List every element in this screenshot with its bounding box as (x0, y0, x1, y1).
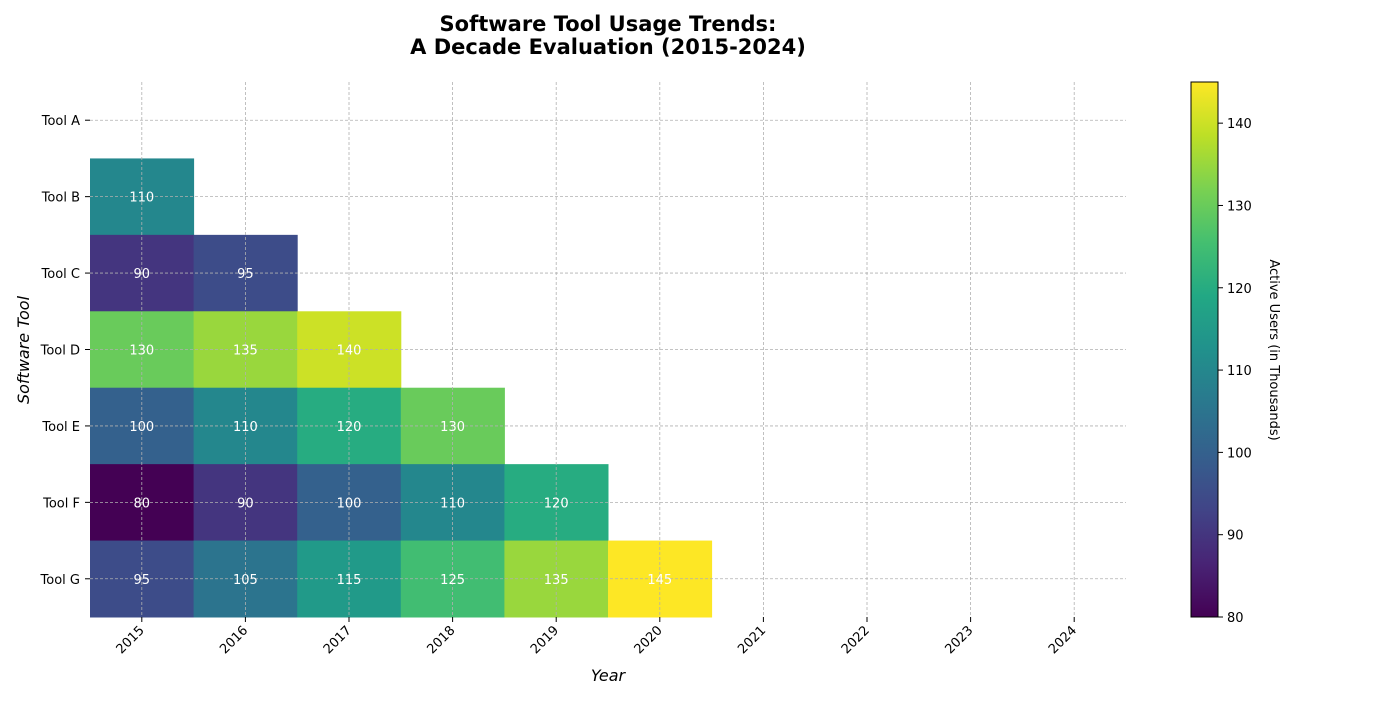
colorbar: 80 90 100 110 120 130 140 (1190, 81, 1252, 626)
grid-lines (90, 82, 1126, 617)
y-tick-label: Tool C (41, 267, 80, 282)
cell-value-label: 135 (544, 573, 569, 588)
cell-value-label: 90 (134, 267, 151, 282)
colorbar-tick-label: 130 (1227, 199, 1252, 214)
x-tick-label: 2016 (217, 623, 251, 657)
cell-value-label: 115 (337, 573, 362, 588)
x-tick-label: 2021 (735, 623, 769, 657)
colorbar-gradient (1190, 81, 1219, 618)
heatmap-cells (90, 158, 713, 618)
chart-title: Software Tool Usage Trends: A Decade Eva… (410, 12, 806, 59)
colorbar-label: Active Users (in Thousands) (1266, 259, 1281, 440)
cell-value-label: 145 (647, 573, 672, 588)
colorbar-tick-label: 140 (1227, 117, 1252, 132)
x-axis-label: Year (591, 666, 627, 685)
heatmap-cell (297, 387, 402, 465)
y-tick-label: Tool D (40, 344, 80, 359)
x-tick-label: 2015 (114, 623, 148, 657)
colorbar-tick-label: 110 (1227, 364, 1252, 379)
cell-value-label: 105 (233, 573, 258, 588)
colorbar-tick-label: 120 (1227, 282, 1252, 297)
cell-value-label: 135 (233, 344, 258, 359)
y-axis-label: Software Tool (14, 295, 33, 404)
colorbar-tick-label: 90 (1227, 529, 1244, 544)
cell-value-label: 90 (237, 496, 254, 511)
chart-title-line-1: Software Tool Usage Trends: (440, 12, 777, 36)
cell-value-label: 95 (237, 267, 254, 282)
y-tick-label: Tool E (41, 420, 80, 435)
cell-value-label: 130 (440, 420, 465, 435)
cell-value-label: 120 (544, 496, 569, 511)
cell-value-label: 95 (134, 573, 151, 588)
y-axis: Tool A Tool B Tool C Tool D Tool E Tool F Tool… (40, 114, 90, 588)
cell-value-label: 110 (233, 420, 258, 435)
x-tick-label: 2018 (424, 623, 458, 657)
x-tick-label: 2019 (528, 623, 562, 657)
cell-value-label: 125 (440, 573, 465, 588)
y-tick-label: Tool B (41, 191, 80, 206)
cell-value-label: 130 (129, 344, 154, 359)
chart-title-line-2: A Decade Evaluation (2015-2024) (410, 35, 806, 59)
x-tick-label: 2017 (321, 623, 355, 657)
cell-value-label: 120 (337, 420, 362, 435)
cell-value-label: 110 (129, 191, 154, 206)
y-tick-label: Tool F (42, 496, 80, 511)
cell-value-label: 100 (337, 496, 362, 511)
x-tick-label: 2024 (1046, 623, 1080, 657)
cell-value-label: 80 (134, 496, 151, 511)
y-tick-label: Tool G (40, 573, 80, 588)
colorbar-tick-label: 100 (1227, 446, 1252, 461)
x-tick-label: 2020 (632, 623, 666, 657)
x-axis: 2015 2016 2017 2018 2019 2020 2021 2022 2023 2024 (114, 617, 1080, 657)
x-tick-label: 2022 (839, 623, 873, 657)
cell-value-label: 100 (129, 420, 154, 435)
colorbar-tick-label: 80 (1227, 611, 1244, 626)
cell-annotations: 110 90 95 130 135 140 100 110 120 130 80 90 100 110 12… (129, 191, 672, 588)
cell-value-label: 140 (337, 344, 362, 359)
y-tick-label: Tool A (41, 114, 80, 129)
cell-value-label: 110 (440, 496, 465, 511)
x-tick-label: 2023 (942, 623, 976, 657)
